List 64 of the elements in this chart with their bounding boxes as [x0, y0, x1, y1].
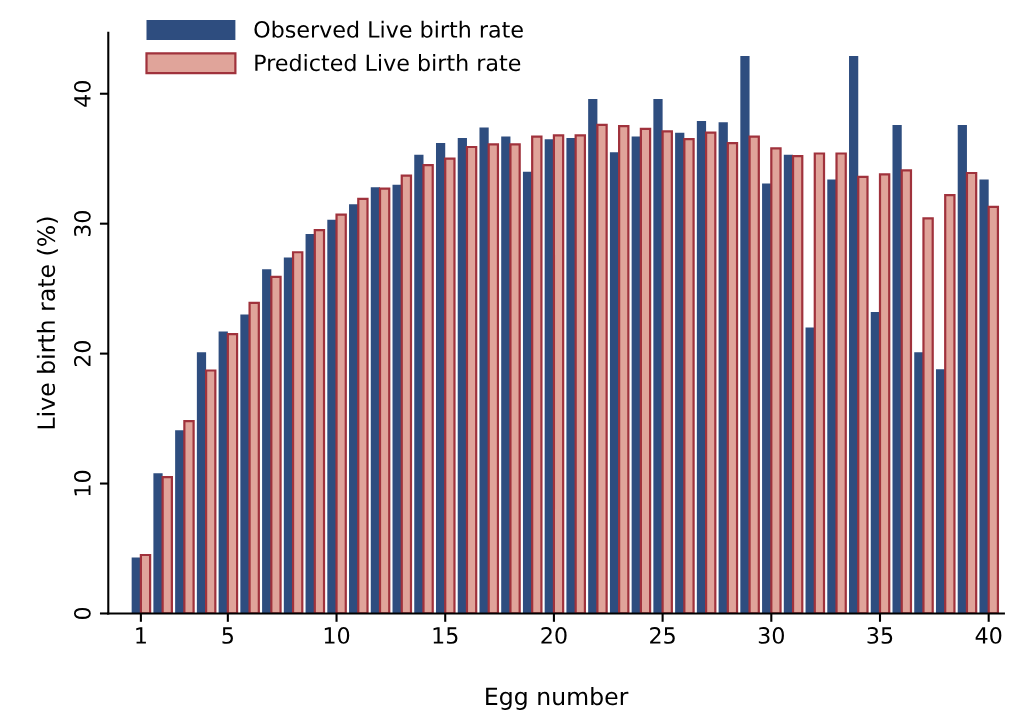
bar	[465, 145, 478, 614]
bar	[487, 143, 500, 614]
x-tick-label: 25	[650, 627, 675, 644]
bar	[400, 174, 413, 614]
bar	[987, 205, 1000, 614]
bar	[479, 127, 489, 614]
x-tick-label: 1	[136, 627, 146, 644]
bar	[153, 473, 163, 614]
bar	[335, 213, 347, 614]
bar	[566, 137, 576, 614]
legend-label: Observed Live birth rate	[254, 20, 523, 38]
bar	[683, 138, 695, 614]
bar	[444, 157, 456, 614]
bar	[748, 135, 760, 614]
bar	[653, 98, 663, 614]
bar	[979, 179, 989, 614]
bar	[618, 125, 630, 614]
bar	[291, 251, 304, 614]
bar	[965, 171, 978, 614]
bar	[596, 123, 608, 614]
bar	[139, 553, 152, 614]
bar	[313, 229, 326, 614]
bar	[422, 164, 434, 614]
y-axis-title: Live birth rate (%)	[36, 217, 58, 429]
bar	[835, 152, 847, 614]
bar	[270, 275, 282, 614]
x-tick-label: 5	[222, 627, 233, 644]
bar	[704, 131, 717, 614]
bar	[770, 147, 782, 614]
bar	[183, 420, 195, 614]
bar	[357, 197, 369, 614]
x-axis-title: Egg number	[486, 687, 629, 710]
bar	[892, 124, 902, 614]
y-tick-label: 30	[73, 211, 91, 237]
legend-label: Predicted Live birth rate	[255, 53, 521, 72]
bar	[226, 333, 239, 614]
bar	[857, 175, 869, 614]
x-tick-label: 40	[975, 627, 1002, 644]
y-tick-label: 10	[73, 470, 91, 496]
x-tick-label: 15	[433, 627, 458, 644]
bar	[205, 369, 217, 614]
x-tick-label: 10	[324, 627, 350, 644]
bar	[248, 301, 260, 614]
y-tick-label: 40	[73, 81, 91, 107]
x-tick-label: 30	[758, 627, 784, 644]
bar	[878, 173, 891, 614]
bar	[574, 134, 587, 614]
bar	[791, 155, 804, 614]
x-tick-label: 20	[541, 627, 567, 644]
bar	[813, 152, 826, 614]
y-tick-label: 20	[73, 340, 91, 367]
bar	[509, 143, 521, 614]
bar	[552, 134, 565, 614]
bar	[944, 193, 956, 614]
x-tick-label: 35	[867, 627, 893, 644]
bar	[161, 475, 173, 614]
bar	[726, 142, 739, 614]
bar	[900, 169, 913, 614]
bar	[378, 187, 391, 614]
bar	[531, 135, 543, 614]
bar	[639, 127, 652, 614]
bar	[661, 130, 673, 614]
bar	[922, 217, 934, 614]
y-tick-label: 0	[73, 607, 91, 620]
